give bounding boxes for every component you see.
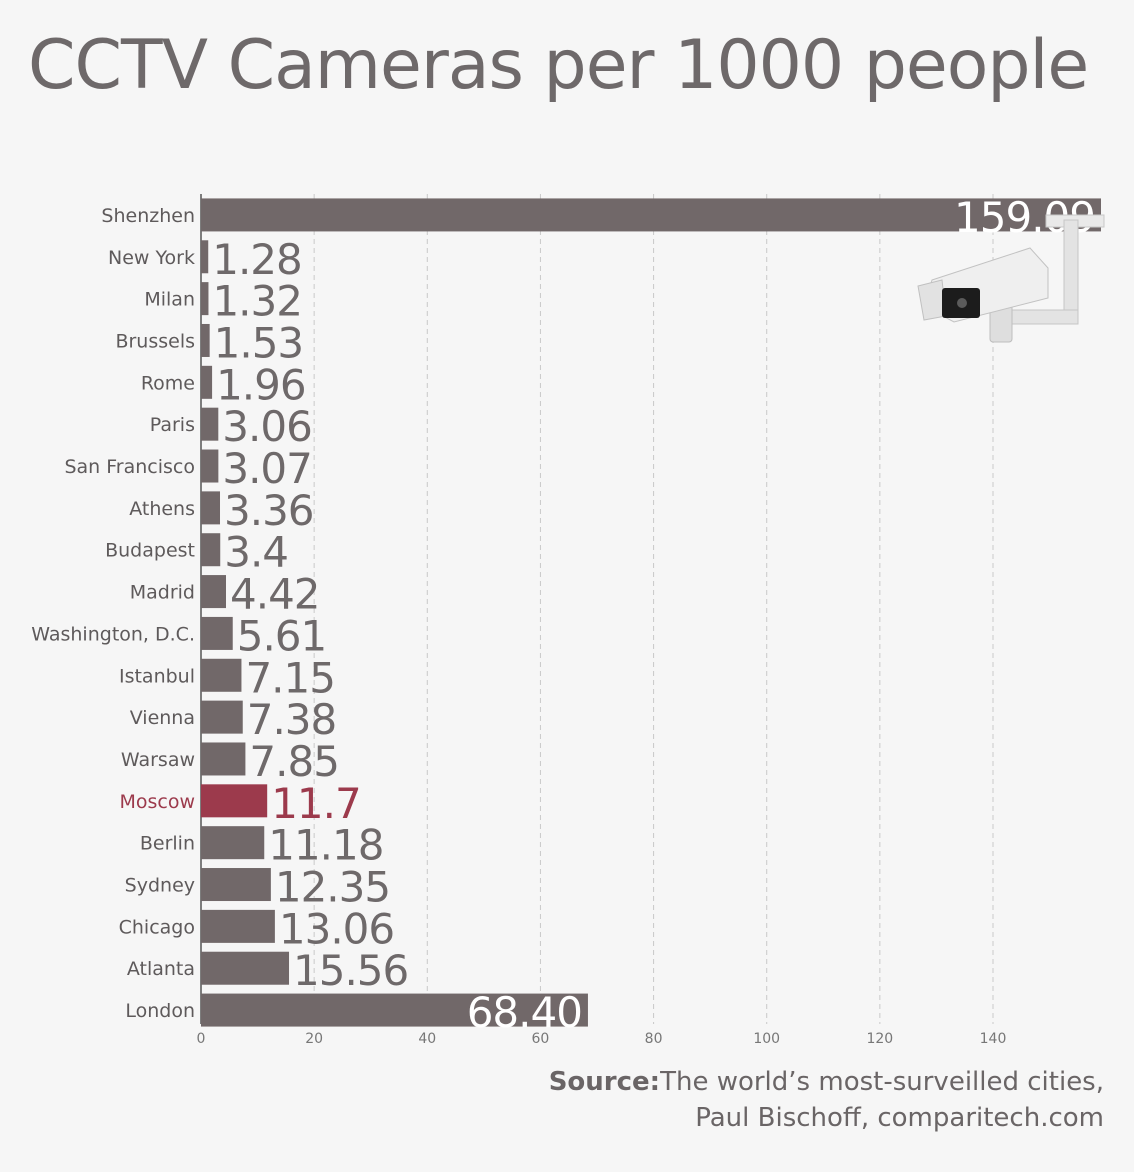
bar <box>201 658 242 692</box>
category-label: New York <box>108 247 195 269</box>
bar <box>201 365 213 399</box>
bar <box>201 784 268 818</box>
category-label: London <box>125 1000 195 1022</box>
category-label: Milan <box>144 289 195 311</box>
data-label: 1.32 <box>212 277 302 326</box>
data-label: 1.96 <box>216 360 306 409</box>
category-label: Washington, D.C. <box>31 623 195 645</box>
category-label: Shenzhen <box>101 205 195 227</box>
data-label: 7.38 <box>247 695 337 744</box>
data-label: 7.15 <box>245 653 335 702</box>
cctv-camera-icon <box>912 210 1112 354</box>
source-note: Source:The world’s most-surveilled citie… <box>549 1064 1104 1136</box>
category-label: Budapest <box>105 540 195 562</box>
data-label: 1.28 <box>212 235 302 284</box>
category-label: Atlanta <box>127 958 195 980</box>
category-label: Madrid <box>130 582 195 604</box>
x-tick-label: 140 <box>980 1031 1007 1047</box>
x-tick-label: 60 <box>532 1031 550 1047</box>
x-tick-label: 80 <box>645 1031 663 1047</box>
data-label: 11.7 <box>271 779 361 828</box>
category-label: San Francisco <box>64 456 195 478</box>
category-label: Sydney <box>125 875 195 897</box>
bar <box>201 407 219 441</box>
data-label: 13.06 <box>279 904 394 953</box>
data-label: 15.56 <box>293 946 408 995</box>
bar <box>201 575 227 609</box>
source-label: Source: <box>548 1067 661 1097</box>
data-label: 68.40 <box>467 988 582 1037</box>
category-label: Berlin <box>140 833 195 855</box>
data-label: 3.07 <box>222 444 312 493</box>
x-tick-label: 120 <box>866 1031 893 1047</box>
chart-title: CCTV Cameras per 1000 people <box>28 26 1089 105</box>
category-label: Athens <box>129 498 195 520</box>
bar <box>201 868 271 902</box>
data-label: 11.18 <box>268 821 383 870</box>
bar <box>201 826 265 860</box>
category-label: Warsaw <box>121 749 195 771</box>
data-label: 4.42 <box>230 570 320 619</box>
bar <box>201 742 246 776</box>
x-tick-label: 20 <box>305 1031 323 1047</box>
category-label: Chicago <box>119 916 195 938</box>
category-label: Paris <box>150 414 195 436</box>
bar <box>201 700 243 734</box>
x-tick-label: 0 <box>197 1031 206 1047</box>
bar <box>201 491 221 525</box>
bar <box>201 951 290 985</box>
bar <box>201 993 588 1027</box>
source-line-2: Paul Bischoff, comparitech.com <box>695 1103 1104 1133</box>
data-label: 3.36 <box>224 486 314 535</box>
data-label: 12.35 <box>275 863 390 912</box>
bar <box>201 909 275 943</box>
bar <box>201 240 209 274</box>
bar <box>201 449 219 483</box>
category-label: Vienna <box>130 707 195 729</box>
data-label: 7.85 <box>249 737 339 786</box>
category-label: Brussels <box>115 330 195 352</box>
data-label: 3.06 <box>222 402 312 451</box>
category-label: Rome <box>141 372 195 394</box>
bar <box>201 533 221 567</box>
bar <box>201 323 210 357</box>
source-line-1: The world’s most-surveilled cities, <box>660 1067 1104 1097</box>
bar <box>201 198 1101 232</box>
bar <box>201 616 233 650</box>
x-tick-label: 40 <box>418 1031 436 1047</box>
data-label: 5.61 <box>237 611 327 660</box>
x-tick-label: 100 <box>753 1031 780 1047</box>
data-label: 3.4 <box>224 528 288 577</box>
category-label: Moscow <box>119 791 195 813</box>
category-label: Istanbul <box>119 665 195 687</box>
bar <box>201 282 209 316</box>
data-label: 1.53 <box>214 318 304 367</box>
